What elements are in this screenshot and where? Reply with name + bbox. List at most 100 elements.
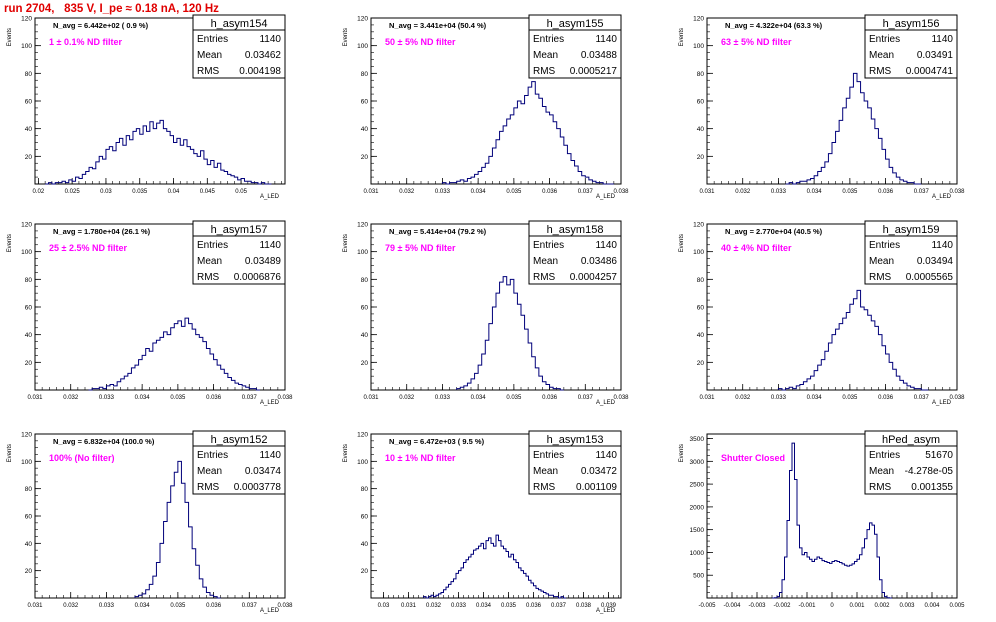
histogram-bin <box>821 360 825 390</box>
y-tick-label: 20 <box>25 360 33 367</box>
y-tick-label: 20 <box>697 154 705 161</box>
histogram-bin <box>76 177 79 184</box>
stats-label: RMS <box>197 66 220 77</box>
histogram-bin <box>850 565 853 598</box>
x-tick-label: 0.037 <box>242 603 258 609</box>
x-axis-label: A_LED <box>932 400 952 406</box>
y-tick-label: 120 <box>693 16 704 23</box>
histogram-bin <box>886 354 890 390</box>
histogram-bin <box>185 502 189 598</box>
histogram-bin <box>143 126 146 184</box>
histogram-bin <box>464 386 468 390</box>
histogram-bin <box>578 172 582 184</box>
histogram-line <box>45 119 272 185</box>
stats-value: 1140 <box>931 34 953 45</box>
x-tick-label: 0.035 <box>842 395 858 401</box>
x-tick-label: 0.033 <box>99 395 115 401</box>
histogram-line <box>441 81 614 185</box>
y-tick-label: 40 <box>25 332 33 339</box>
x-tick-label: 0.031 <box>401 603 417 609</box>
y-tick-label: 100 <box>693 249 704 256</box>
histogram-bin <box>542 382 546 390</box>
stats-label: Mean <box>869 256 894 267</box>
y-tick-label: 120 <box>357 432 368 439</box>
histogram-bin <box>528 343 532 390</box>
histogram-bin <box>467 178 471 184</box>
y-tick-label: 40 <box>361 332 369 339</box>
y-tick-label: 100 <box>693 43 704 50</box>
x-tick-label: 0.034 <box>471 395 487 401</box>
histogram-bin <box>553 122 557 184</box>
stats-value: 0.0005565 <box>906 272 954 283</box>
x-tick-label: 0.032 <box>735 189 751 195</box>
histogram-bin <box>170 136 173 184</box>
stats-box-frame <box>528 430 622 495</box>
histogram-bin <box>843 318 847 390</box>
histogram-bin <box>471 177 475 184</box>
histogram-bin <box>177 138 180 184</box>
page-title: run 2704, 835 V, I_pe ≈ 0.18 nA, 120 Hz <box>4 3 219 15</box>
histogram-bin <box>820 558 823 598</box>
histogram-bin <box>875 129 879 184</box>
histogram-bin <box>500 282 504 390</box>
histogram-bin <box>868 108 872 184</box>
histogram-bin <box>864 101 868 184</box>
x-tick-label: 0.036 <box>878 189 894 195</box>
histogram-bin <box>197 156 200 184</box>
histogram-bin <box>110 384 114 390</box>
stats-value: 0.001109 <box>576 482 617 493</box>
histogram-bin <box>850 304 854 390</box>
histogram-bin <box>818 365 822 390</box>
stats-value: 1140 <box>259 450 281 461</box>
stats-label: Mean <box>197 466 222 477</box>
histogram-bin <box>517 304 521 390</box>
histogram-bin <box>164 521 168 598</box>
histogram-name: h_asym157 <box>211 224 268 236</box>
x-tick-label: 0.03 <box>100 189 112 195</box>
histogram-bin <box>467 383 471 390</box>
histogram-bin <box>482 167 486 184</box>
histogram-name: h_asym152 <box>211 434 268 446</box>
y-tick-label: 20 <box>25 154 33 161</box>
histogram-bin <box>802 555 805 598</box>
histogram-bin <box>153 576 157 598</box>
y-axis-label: Events <box>7 444 13 462</box>
x-tick-label: 0.035 <box>170 395 186 401</box>
y-tick-label: 60 <box>25 305 33 312</box>
stats-value: 0.03494 <box>917 256 954 267</box>
histogram-bin <box>496 293 500 390</box>
histogram-bin <box>492 148 496 184</box>
histogram-bin <box>818 172 822 184</box>
histogram-bin <box>872 525 875 598</box>
histogram-bin <box>886 159 890 184</box>
histogram-panel-h_asym154: 20 40 60 80 100 120 0.02 0.025 0.03 0.035 0.04 0.04… <box>7 14 286 200</box>
histogram-panel-h_asym155: 20 40 60 80 100 120 0.031 0.032 0.033 0.034 0.035 0… <box>343 14 629 200</box>
x-tick-label: 0.034 <box>135 395 151 401</box>
histogram-bin <box>156 340 160 390</box>
histogram-bin <box>506 552 509 598</box>
histogram-name: h_asym153 <box>547 434 604 446</box>
histogram-bin <box>504 549 507 598</box>
histogram-bin <box>466 560 469 598</box>
y-axis-label: Events <box>679 28 685 46</box>
histogram-bin <box>484 549 487 598</box>
histogram-bin <box>196 565 200 598</box>
y-axis-label: Events <box>343 444 349 462</box>
histogram-bin <box>106 149 109 184</box>
navg-label: N_avg = 6.832e+04 (100.0 %) <box>53 437 155 446</box>
histogram-bin <box>507 285 511 390</box>
x-tick-label: 0.036 <box>206 603 222 609</box>
histogram-bin <box>815 559 818 598</box>
x-tick-label: 0.025 <box>65 189 81 195</box>
y-axis-label: Events <box>679 234 685 252</box>
histogram-bin <box>525 329 529 390</box>
x-tick-label: 0.034 <box>471 189 487 195</box>
histogram-bin <box>542 107 546 184</box>
histogram-bin <box>149 351 153 390</box>
navg-label: N_avg = 4.322e+04 (63.3 %) <box>725 21 823 30</box>
histogram-bin <box>241 178 244 184</box>
filter-label: 63 ± 5% ND filter <box>721 37 792 47</box>
y-tick-label: 40 <box>361 126 369 133</box>
histogram-bin <box>821 167 825 184</box>
histogram-bin <box>853 299 857 390</box>
